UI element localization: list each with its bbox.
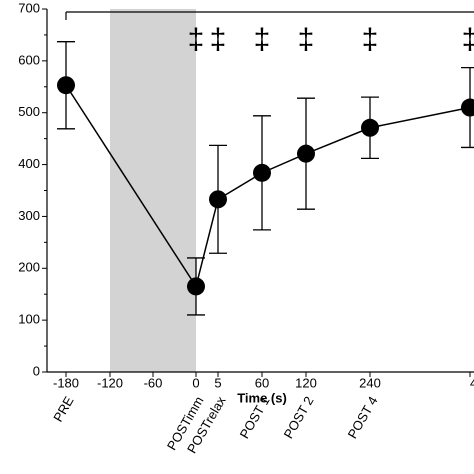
data-point (57, 76, 75, 95)
y-tick-label: 400 (18, 156, 40, 171)
data-point (253, 163, 271, 182)
y-tick-label: 500 (18, 104, 40, 119)
y-tick-label: 700 (18, 0, 40, 15)
data-point (187, 277, 205, 296)
x-tick-label: -180 (53, 375, 79, 390)
x-tick-label: -60 (144, 375, 163, 390)
y-tick-label: 200 (18, 260, 40, 275)
x-tick-label: 5 (214, 375, 221, 390)
x-tick-label: 4 (470, 375, 474, 390)
data-point (297, 144, 315, 163)
data-point (361, 118, 379, 137)
significance-marker: ‡ (298, 23, 315, 56)
x-tick-label: 60 (255, 375, 269, 390)
point-label: POST 4 (345, 394, 381, 441)
significance-marker: ‡ (210, 23, 227, 56)
y-tick-label: 600 (18, 52, 40, 67)
significance-marker: ‡ (362, 23, 379, 56)
x-tick-label: -120 (97, 375, 123, 390)
significance-marker: ‡ (462, 23, 474, 56)
x-tick-label: 120 (295, 375, 317, 390)
data-point (461, 98, 474, 117)
y-tick-label: 100 (18, 312, 40, 327)
y-tick-label: 300 (18, 208, 40, 223)
shaded-region (110, 9, 196, 372)
x-tick-label: 0 (192, 375, 199, 390)
y-tick-label: 0 (33, 363, 40, 378)
point-label: PRE (50, 393, 77, 424)
significance-marker: ‡ (188, 23, 205, 56)
data-point (209, 190, 227, 209)
significance-marker: ‡ (254, 23, 271, 56)
x-tick-label: 240 (359, 375, 381, 390)
x-axis-label: Time (s) (237, 390, 287, 405)
